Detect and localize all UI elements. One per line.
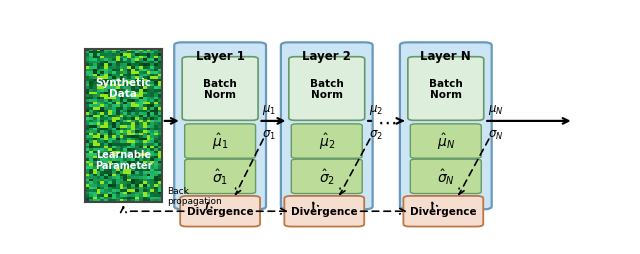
Text: $\hat{\mu}_1$: $\hat{\mu}_1$ xyxy=(212,131,228,152)
Text: $\hat{\mu}_2$: $\hat{\mu}_2$ xyxy=(319,131,335,152)
Text: Layer 2: Layer 2 xyxy=(302,50,351,62)
FancyBboxPatch shape xyxy=(185,124,255,158)
FancyBboxPatch shape xyxy=(410,160,481,194)
Text: Batch
Norm: Batch Norm xyxy=(204,78,237,100)
Text: $\sigma_1$: $\sigma_1$ xyxy=(262,129,276,142)
Text: Divergence: Divergence xyxy=(410,207,477,216)
FancyBboxPatch shape xyxy=(291,124,362,158)
Text: Synthetic
Data: Synthetic Data xyxy=(95,77,152,99)
FancyBboxPatch shape xyxy=(284,196,364,227)
Text: Batch
Norm: Batch Norm xyxy=(429,78,463,100)
FancyBboxPatch shape xyxy=(291,160,362,194)
Text: Batch
Norm: Batch Norm xyxy=(310,78,344,100)
Text: $\mu_1$: $\mu_1$ xyxy=(262,103,276,117)
Text: Layer N: Layer N xyxy=(420,50,471,62)
Text: $\hat{\sigma}_1$: $\hat{\sigma}_1$ xyxy=(212,167,228,186)
Text: $\sigma_N$: $\sigma_N$ xyxy=(488,129,503,142)
FancyBboxPatch shape xyxy=(403,196,483,227)
Text: Layer 1: Layer 1 xyxy=(196,50,244,62)
Text: Divergence: Divergence xyxy=(291,207,358,216)
FancyBboxPatch shape xyxy=(174,43,266,210)
Text: $\mu_2$: $\mu_2$ xyxy=(369,103,383,117)
FancyBboxPatch shape xyxy=(281,43,372,210)
FancyBboxPatch shape xyxy=(410,124,481,158)
FancyBboxPatch shape xyxy=(408,57,484,121)
FancyBboxPatch shape xyxy=(185,160,255,194)
Text: $\hat{\sigma}_N$: $\hat{\sigma}_N$ xyxy=(437,167,455,186)
Text: Divergence: Divergence xyxy=(187,207,253,216)
Text: $\mu_N$: $\mu_N$ xyxy=(488,103,503,117)
FancyBboxPatch shape xyxy=(289,57,365,121)
FancyBboxPatch shape xyxy=(182,57,258,121)
Text: Learnable
Parameter: Learnable Parameter xyxy=(95,149,152,171)
Text: $\hat{\mu}_N$: $\hat{\mu}_N$ xyxy=(436,131,455,152)
Text: $\hat{\sigma}_2$: $\hat{\sigma}_2$ xyxy=(319,167,335,186)
Text: Back
propagation: Back propagation xyxy=(167,186,221,205)
Text: $\sigma_2$: $\sigma_2$ xyxy=(369,129,383,142)
FancyBboxPatch shape xyxy=(180,196,260,227)
Text: $\cdots$: $\cdots$ xyxy=(377,112,396,131)
FancyBboxPatch shape xyxy=(400,43,492,210)
